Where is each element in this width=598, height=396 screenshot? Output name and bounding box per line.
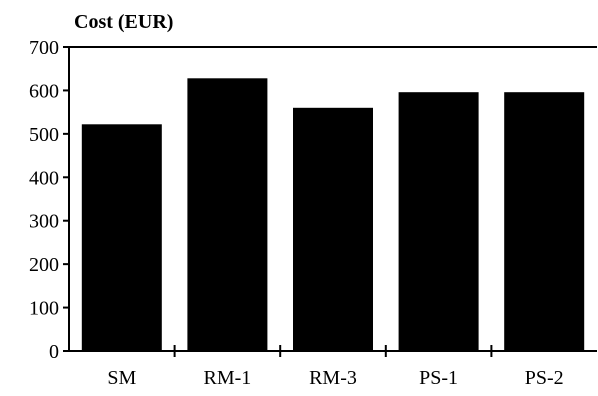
bar-ps-2	[504, 92, 585, 351]
y-tick-label-700: 700	[29, 37, 59, 59]
bar-sm	[81, 124, 162, 351]
y-tick-label-100: 100	[29, 298, 59, 320]
x-tick-label-ps-2: PS-2	[525, 367, 564, 389]
y-tick-label-500: 500	[29, 124, 59, 146]
y-tick-label-400: 400	[29, 167, 59, 189]
bar-rm-1	[187, 78, 268, 352]
x-tick-label-rm-3: RM-3	[309, 367, 357, 389]
x-tick-label-rm-1: RM-1	[204, 367, 252, 389]
y-tick-label-0: 0	[49, 341, 59, 363]
bar-rm-3	[293, 107, 373, 351]
y-tick-label-600: 600	[29, 80, 59, 102]
x-tick-label-ps-1: PS-1	[419, 367, 458, 389]
y-axis-title: Cost (EUR)	[74, 11, 173, 33]
y-tick-label-300: 300	[29, 211, 59, 233]
x-tick-label-sm: SM	[107, 367, 136, 389]
plot-area: 0 100 200 300 400 500 600 700 SM RM-1 RM-3 PS-1 PS-2	[29, 37, 597, 389]
bar-ps-1	[398, 92, 479, 351]
y-tick-label-200: 200	[29, 254, 59, 276]
